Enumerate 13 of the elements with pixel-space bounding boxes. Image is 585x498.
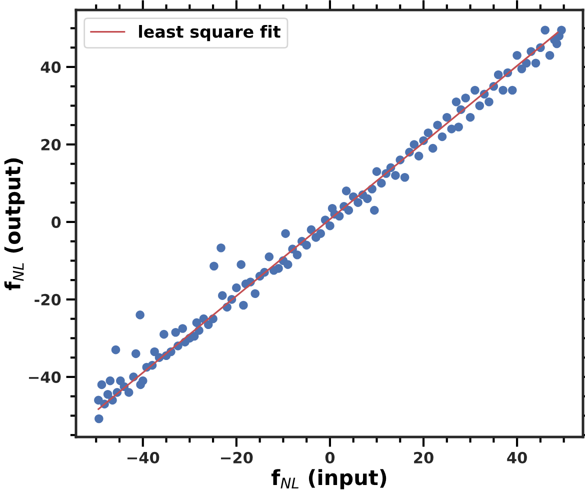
x-tick-label: 40 bbox=[507, 452, 527, 464]
y-tick-label: 40 bbox=[40, 61, 61, 73]
y-tick-label: -20 bbox=[34, 294, 61, 306]
x-tick-label: 0 bbox=[325, 452, 335, 464]
legend-label: least square fit bbox=[139, 25, 280, 42]
x-tick-label: −20 bbox=[221, 452, 253, 464]
y-tick-label: 20 bbox=[41, 138, 61, 150]
y-axis-title: f$_{NL}$ (output) bbox=[4, 158, 25, 290]
y-tick-label: −40 bbox=[28, 371, 61, 383]
x-axis-title: f$_{NL}$ (input) bbox=[271, 469, 386, 490]
y-tick-label: 0 bbox=[52, 216, 61, 228]
x-tick-label: 20 bbox=[414, 452, 434, 464]
x-tick-label: −40 bbox=[127, 452, 160, 464]
